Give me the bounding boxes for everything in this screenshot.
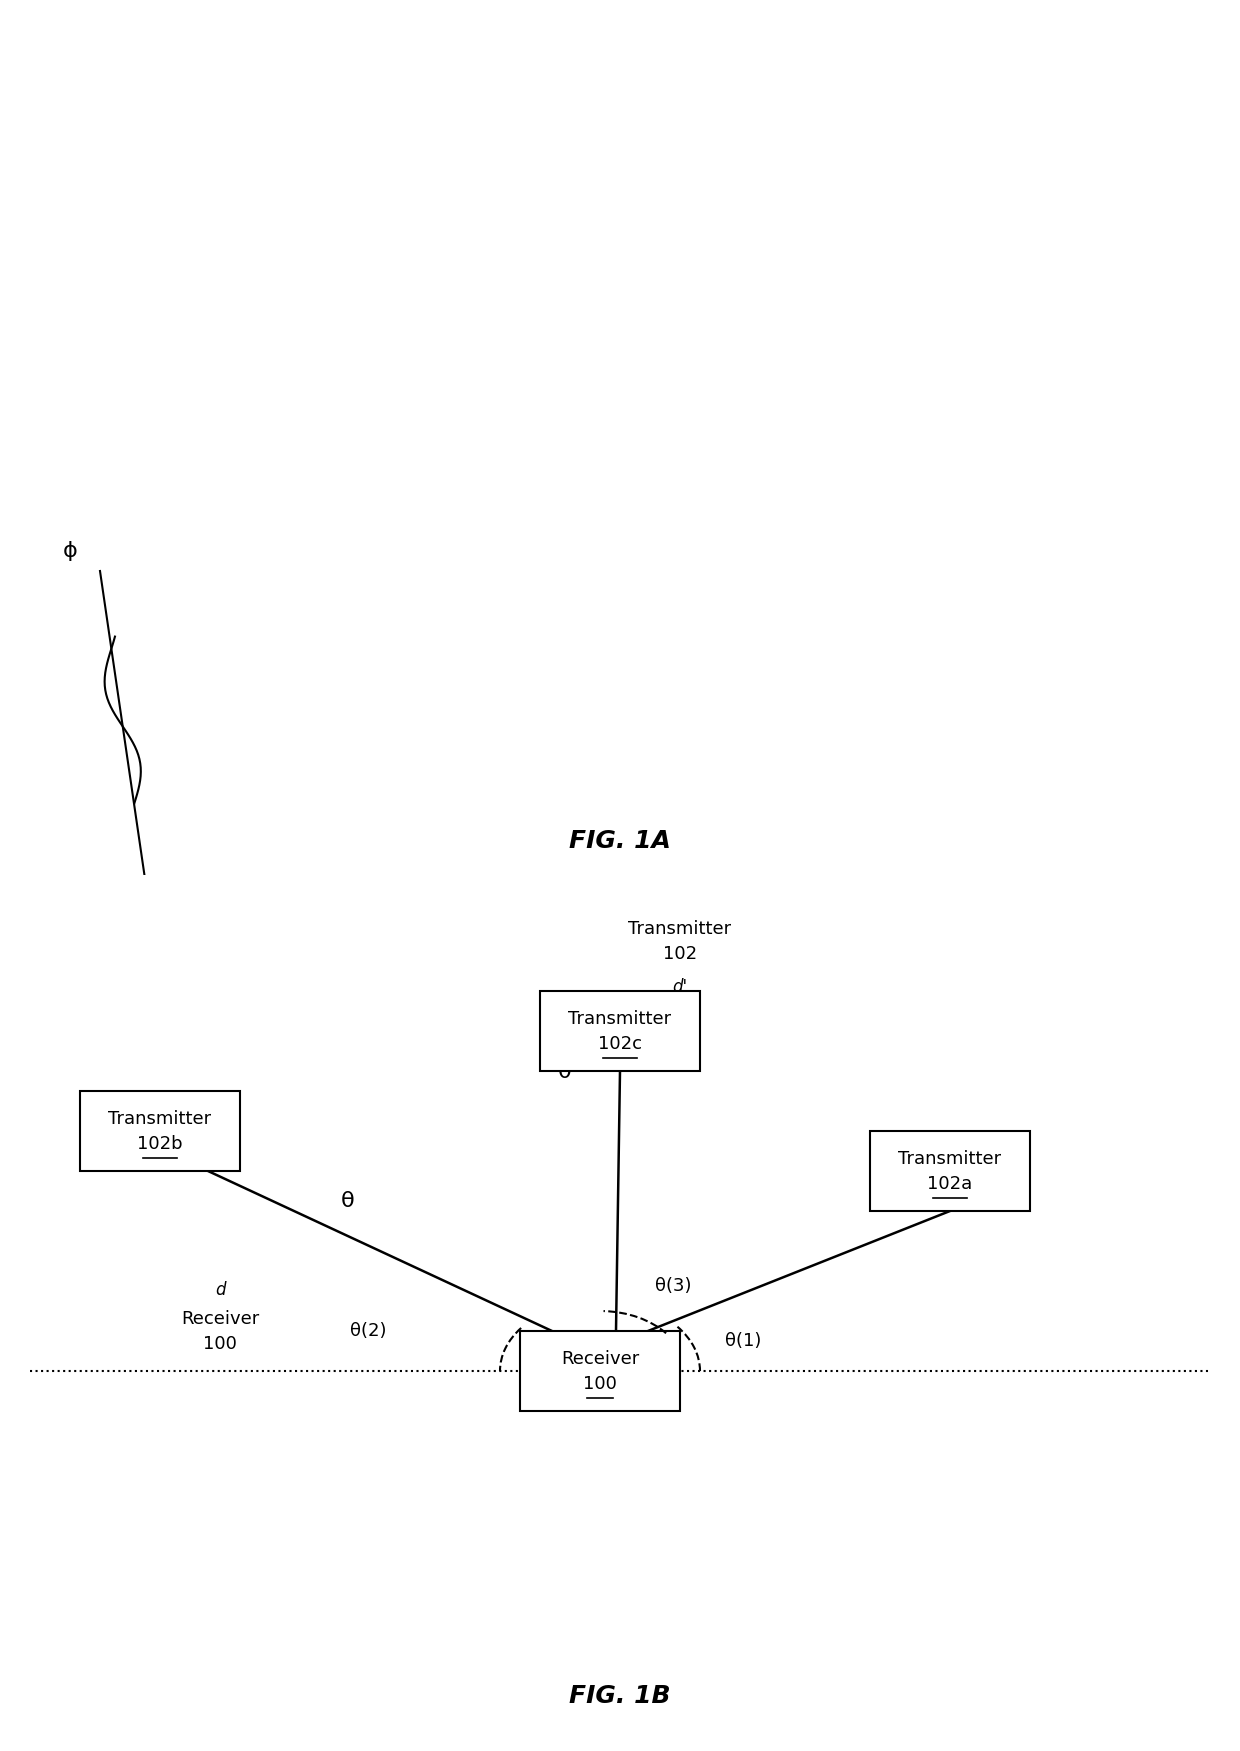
Bar bbox=[130, 1289, 310, 1373]
Text: 102b: 102b bbox=[138, 1135, 182, 1152]
Bar bbox=[520, 1331, 680, 1411]
Text: Transmitter: Transmitter bbox=[108, 1110, 212, 1128]
Bar bbox=[696, 984, 708, 1038]
Text: Receiver: Receiver bbox=[181, 1310, 259, 1327]
Text: Transmitter: Transmitter bbox=[568, 1010, 672, 1028]
Text: θ(3): θ(3) bbox=[655, 1276, 692, 1296]
Text: FIG. 1A: FIG. 1A bbox=[569, 828, 671, 853]
Text: d: d bbox=[215, 1280, 226, 1299]
Text: θ(1): θ(1) bbox=[725, 1333, 761, 1350]
Text: 102: 102 bbox=[663, 946, 697, 963]
Text: Transmitter: Transmitter bbox=[629, 919, 732, 939]
Text: θ(2): θ(2) bbox=[350, 1322, 387, 1340]
Text: d': d' bbox=[672, 979, 687, 996]
Bar bbox=[232, 1236, 244, 1289]
Bar bbox=[196, 1236, 208, 1289]
Text: Receiver: Receiver bbox=[560, 1350, 639, 1368]
Text: 100: 100 bbox=[203, 1334, 237, 1354]
Bar bbox=[651, 984, 665, 1038]
Bar bbox=[870, 1131, 1030, 1212]
Text: Transmitter: Transmitter bbox=[899, 1150, 1002, 1168]
Text: ϕ: ϕ bbox=[63, 541, 77, 560]
Bar bbox=[81, 1091, 241, 1171]
Text: FIG. 1B: FIG. 1B bbox=[569, 1684, 671, 1707]
Text: 102c: 102c bbox=[598, 1035, 642, 1052]
Text: θ': θ' bbox=[558, 1063, 578, 1082]
Text: θ: θ bbox=[341, 1191, 355, 1210]
Text: 100: 100 bbox=[583, 1375, 618, 1394]
Bar bbox=[539, 991, 701, 1072]
Text: 102a: 102a bbox=[928, 1175, 972, 1192]
Bar bbox=[590, 898, 770, 984]
